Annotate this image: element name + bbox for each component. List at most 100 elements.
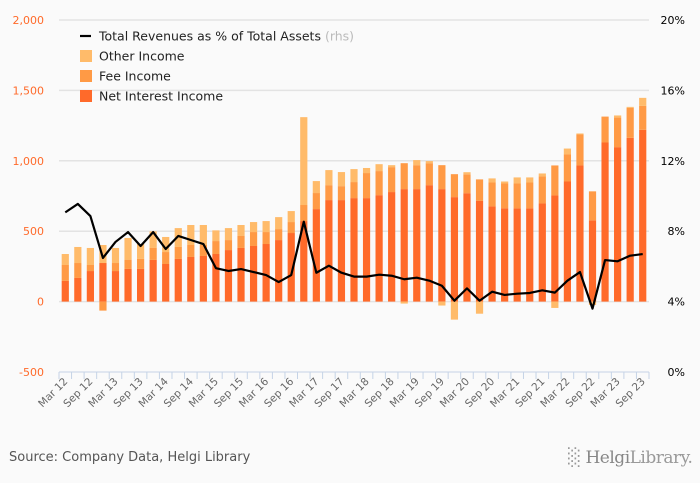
bar-net-interest-income — [538, 203, 546, 302]
bar-fee-income — [74, 263, 82, 278]
y2-tick-label: 4% — [668, 296, 685, 309]
bar-fee-income — [199, 244, 207, 256]
bar-fee-income — [513, 183, 521, 209]
bar-other-income — [212, 230, 220, 242]
bar-other-income — [388, 165, 396, 168]
legend-label: Fee Income — [99, 69, 171, 84]
bar-other-income — [588, 301, 597, 305]
bar-other-income — [224, 228, 233, 241]
bar-fee-income — [526, 182, 534, 209]
bar-net-interest-income — [86, 271, 94, 302]
bar-other-income — [275, 217, 283, 230]
bar-fee-income — [162, 252, 170, 265]
bar-other-income — [99, 244, 107, 264]
bar-other-income — [551, 301, 559, 308]
bar-fee-income — [275, 229, 283, 241]
bar-net-interest-income — [513, 208, 521, 302]
bar-other-income — [501, 181, 509, 184]
bar-fee-income — [249, 232, 258, 246]
bar-other-income — [513, 177, 521, 184]
bar-other-income — [136, 244, 145, 259]
bar-fee-income — [626, 107, 634, 138]
bar-net-interest-income — [212, 254, 220, 302]
bar-net-interest-income — [249, 245, 258, 302]
bar-net-interest-income — [601, 142, 609, 302]
bar-fee-income — [174, 246, 182, 259]
bar-fee-income — [588, 191, 597, 221]
bar-fee-income — [149, 247, 157, 260]
bar-fee-income — [488, 182, 496, 207]
bar-net-interest-income — [438, 189, 446, 302]
bar-net-interest-income — [312, 209, 320, 302]
bar-other-income — [526, 177, 534, 183]
y2-tick-label: 20% — [661, 14, 685, 27]
bar-fee-income — [325, 185, 333, 201]
legend-rhs-note: (rhs) — [325, 29, 354, 44]
bar-other-income — [614, 115, 622, 118]
y2-tick-label: 16% — [661, 84, 685, 97]
bar-net-interest-income — [162, 264, 170, 302]
legend-label: Net Interest Income — [99, 89, 223, 104]
bar-fee-income — [312, 193, 320, 210]
bar-other-income — [149, 231, 157, 248]
bar-net-interest-income — [149, 259, 157, 302]
bar-fee-income — [337, 186, 346, 201]
bar-other-income — [61, 254, 69, 265]
bar-fee-income — [388, 167, 396, 193]
bar-net-interest-income — [136, 268, 145, 302]
bar-fee-income — [576, 134, 584, 166]
bar-fee-income — [475, 179, 484, 201]
bar-other-income — [111, 247, 120, 264]
bar-other-income — [425, 161, 433, 164]
y-tick-label: 1,500 — [13, 84, 45, 97]
bar-fee-income — [136, 258, 145, 269]
bar-fee-income — [111, 263, 120, 272]
bar-fee-income — [262, 232, 270, 245]
bar-other-income — [262, 221, 270, 233]
source-note: Source: Company Data, Helgi Library — [9, 450, 251, 465]
bar-net-interest-income — [275, 240, 283, 302]
bar-other-income — [475, 301, 484, 314]
bar-other-income — [375, 164, 383, 172]
bar-fee-income — [61, 264, 69, 281]
bar-other-income — [626, 106, 634, 108]
bar-other-income — [287, 211, 295, 223]
bar-fee-income — [538, 176, 546, 204]
bar-net-interest-income — [425, 185, 433, 302]
bar-fee-income — [400, 163, 408, 190]
bar-other-income — [576, 133, 584, 135]
bar-other-income — [162, 236, 170, 253]
bar-net-interest-income — [325, 200, 333, 302]
bar-net-interest-income — [388, 192, 396, 302]
bar-net-interest-income — [563, 181, 572, 302]
bar-fee-income — [463, 174, 471, 194]
bar-other-income — [74, 246, 82, 264]
bar-fee-income — [551, 165, 559, 196]
bar-net-interest-income — [463, 193, 471, 302]
bar-fee-income — [362, 173, 371, 199]
bar-net-interest-income — [413, 189, 421, 302]
y2-tick-label: 0% — [668, 366, 685, 379]
y-tick-label: -500 — [19, 366, 44, 379]
bar-fee-income — [639, 105, 647, 130]
bar-other-income — [249, 222, 258, 233]
legend-label: Other Income — [99, 49, 185, 64]
bar-net-interest-income — [488, 206, 496, 302]
bar-other-income — [400, 301, 408, 304]
bar-other-income — [237, 225, 245, 236]
bar-fee-income — [438, 165, 446, 190]
bar-net-interest-income — [74, 277, 82, 302]
bar-net-interest-income — [501, 208, 509, 302]
y-tick-label: 0 — [37, 296, 44, 309]
bar-fee-income — [237, 235, 245, 248]
bar-fee-income — [375, 171, 383, 196]
bar-other-income — [199, 225, 207, 245]
bar-other-income — [488, 178, 496, 183]
bar-fee-income — [563, 154, 572, 182]
bar-net-interest-income — [362, 198, 371, 302]
bar-net-interest-income — [576, 165, 584, 302]
bar-fee-income — [86, 264, 94, 272]
bar-other-income — [337, 172, 346, 187]
bar-fee-income — [300, 205, 308, 222]
